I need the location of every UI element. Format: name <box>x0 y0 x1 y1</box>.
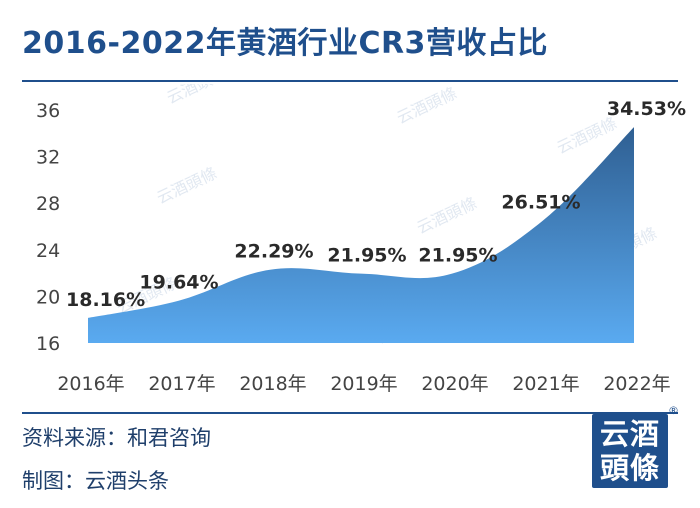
data-label: 22.29% <box>234 241 313 263</box>
data-label: 26.51% <box>501 192 580 214</box>
data-labels: 18.16%19.64% 22.29% 21.95% 21.95% 26.51% 34.5… <box>66 98 686 311</box>
registered-mark: ® <box>668 404 679 417</box>
x-tick-label: 2016年 <box>57 373 124 395</box>
data-label: 21.95% <box>418 245 497 267</box>
y-tick-label: 20 <box>36 286 60 308</box>
data-label: 19.64% <box>139 272 218 294</box>
data-label: 18.16% <box>66 289 145 311</box>
made-by-note: 制图：云酒头条 <box>22 469 169 493</box>
y-tick-label: 28 <box>36 193 60 215</box>
y-axis-ticks: 16 20 24 28 32 36 <box>36 100 60 355</box>
source-note: 资料来源：和君咨询 <box>22 426 211 450</box>
chart-title: 2016-2022年黄酒行业CR3营收占比 <box>22 26 548 61</box>
x-axis-ticks: 2016年 2017年 2018年 2019年 2020年 2021年 2022年 <box>57 373 670 395</box>
x-tick-label: 2018年 <box>239 373 306 395</box>
watermark-text: 云酒頭條 <box>154 163 220 207</box>
x-tick-label: 2021年 <box>512 373 579 395</box>
watermark-text: 云酒頭條 <box>164 84 230 108</box>
x-tick-label: 2019年 <box>330 373 397 395</box>
x-tick-label: 2022年 <box>603 373 670 395</box>
y-tick-label: 32 <box>36 147 60 169</box>
data-label: 34.53% <box>607 98 686 120</box>
watermark-text: 云酒頭條 <box>394 84 460 128</box>
title-divider <box>22 80 678 82</box>
data-label: 21.95% <box>327 245 406 267</box>
logo-line-2: 頭條 <box>599 451 660 485</box>
y-tick-label: 16 <box>36 333 60 355</box>
watermark-text: 云酒頭條 <box>414 193 480 237</box>
x-tick-label: 2017年 <box>148 373 215 395</box>
area-series <box>88 127 634 343</box>
area-chart: 云酒頭條云酒頭條云酒頭條云酒頭條云酒頭條云酒頭條云酒頭條云酒頭條 1620242… <box>36 84 686 395</box>
y-tick-label: 24 <box>36 240 60 262</box>
footer-divider <box>22 412 678 414</box>
x-tick-label: 2020年 <box>421 373 488 395</box>
logo-line-1: 云酒 <box>599 417 660 451</box>
y-tick-label: 36 <box>36 100 60 122</box>
brand-logo: 云酒 頭條 <box>592 414 668 488</box>
